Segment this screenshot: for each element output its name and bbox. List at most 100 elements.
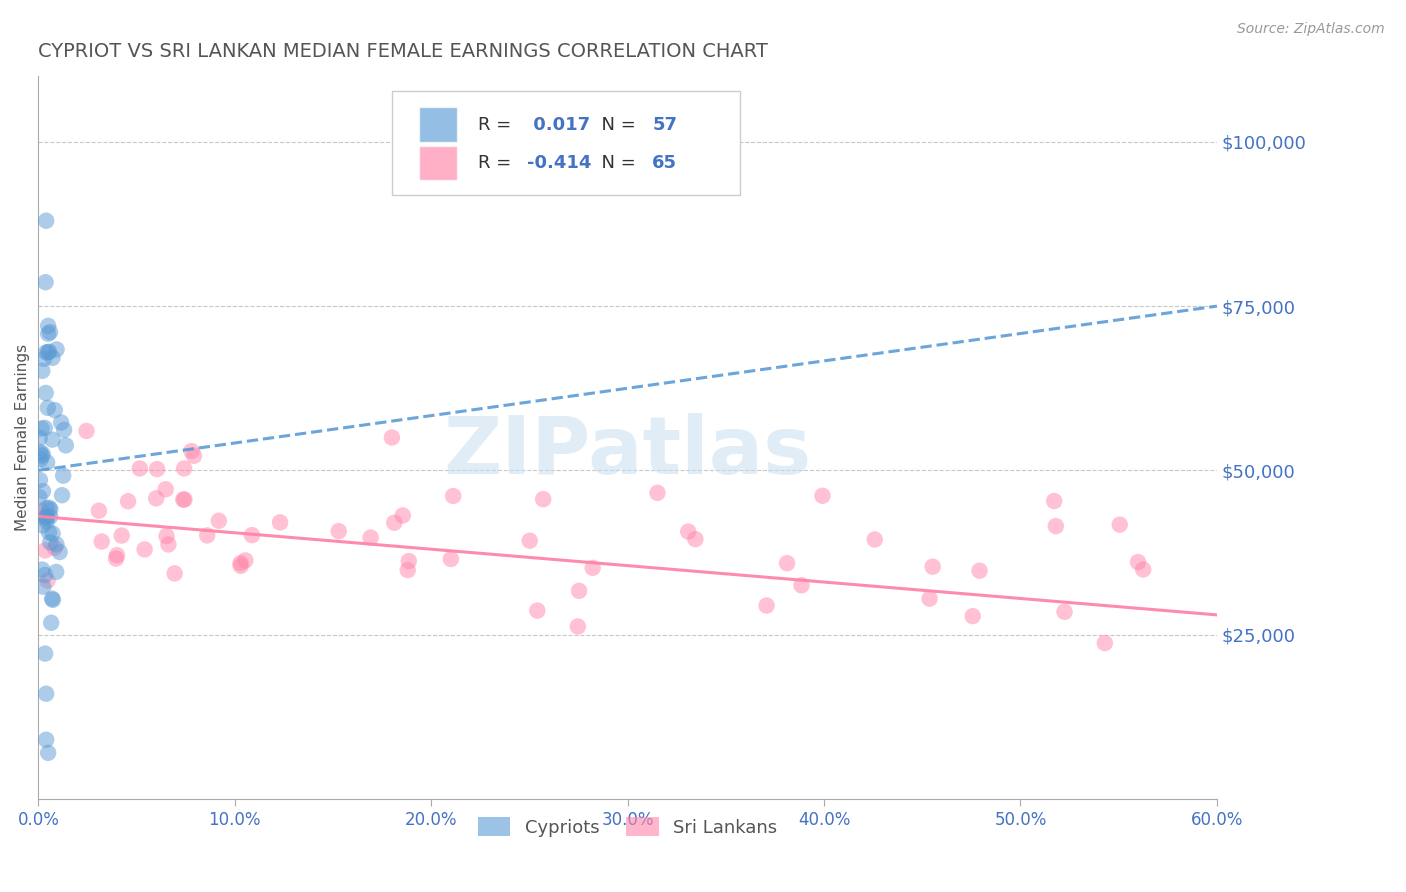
- Point: [360, 531, 382, 545]
- Point: [391, 508, 413, 523]
- Point: [685, 532, 707, 546]
- Point: [48, 545, 70, 559]
- Point: [45, 343, 67, 357]
- Point: [440, 552, 463, 566]
- Point: [44, 403, 66, 417]
- Point: [145, 491, 167, 506]
- Point: [52, 468, 75, 483]
- Point: [35, 732, 58, 747]
- Point: [35, 386, 58, 401]
- Text: Source: ZipAtlas.com: Source: ZipAtlas.com: [1237, 22, 1385, 37]
- Point: [163, 566, 186, 581]
- Point: [37, 318, 59, 333]
- Point: [1132, 562, 1154, 576]
- Point: [39, 325, 62, 339]
- Point: [34, 275, 56, 289]
- Point: [35, 687, 58, 701]
- Point: [45, 565, 67, 579]
- Point: [382, 516, 405, 530]
- Point: [776, 556, 799, 570]
- Point: [235, 553, 257, 567]
- Point: [969, 564, 991, 578]
- Point: [31, 447, 53, 461]
- Point: [35, 510, 58, 524]
- Point: [229, 556, 252, 570]
- Point: [38, 525, 60, 540]
- Text: 0.017: 0.017: [527, 116, 591, 134]
- Text: -0.414: -0.414: [527, 154, 592, 172]
- Point: [1126, 555, 1149, 569]
- Point: [962, 609, 984, 624]
- Text: R =: R =: [478, 116, 517, 134]
- Point: [568, 583, 591, 598]
- Point: [44, 541, 66, 555]
- Point: [582, 561, 605, 575]
- Text: ZIPatlas: ZIPatlas: [443, 413, 811, 491]
- Point: [34, 647, 56, 661]
- Point: [567, 619, 589, 633]
- Bar: [419, 107, 457, 142]
- Point: [42, 592, 65, 607]
- Point: [157, 537, 180, 551]
- Point: [39, 535, 62, 549]
- Point: [531, 492, 554, 507]
- Text: N =: N =: [591, 154, 641, 172]
- Point: [41, 351, 63, 365]
- Point: [918, 591, 941, 606]
- Point: [381, 430, 404, 444]
- Point: [53, 423, 76, 437]
- Point: [31, 518, 53, 533]
- Point: [37, 345, 59, 359]
- Point: [863, 533, 886, 547]
- Point: [37, 574, 59, 588]
- Text: CYPRIOT VS SRI LANKAN MEDIAN FEMALE EARNINGS CORRELATION CHART: CYPRIOT VS SRI LANKAN MEDIAN FEMALE EARN…: [38, 42, 768, 61]
- Point: [28, 490, 51, 504]
- Point: [195, 528, 218, 542]
- Point: [37, 746, 59, 760]
- Point: [240, 528, 263, 542]
- Point: [37, 401, 59, 415]
- Point: [38, 344, 60, 359]
- Point: [39, 509, 62, 524]
- Point: [173, 461, 195, 475]
- Point: [519, 533, 541, 548]
- Point: [1108, 517, 1130, 532]
- Point: [1094, 636, 1116, 650]
- Point: [34, 510, 56, 524]
- Point: [155, 483, 177, 497]
- Point: [28, 431, 51, 445]
- Point: [111, 528, 134, 542]
- Point: [183, 449, 205, 463]
- Legend: Cypriots, Sri Lankans: Cypriots, Sri Lankans: [471, 810, 785, 844]
- Point: [45, 537, 67, 551]
- Point: [1043, 494, 1066, 508]
- Point: [173, 492, 195, 507]
- Point: [51, 488, 73, 502]
- Point: [441, 489, 464, 503]
- Point: [28, 445, 51, 459]
- Point: [35, 345, 58, 359]
- Point: [676, 524, 699, 539]
- Point: [39, 502, 62, 516]
- Point: [1053, 605, 1076, 619]
- Point: [55, 438, 77, 452]
- Point: [35, 509, 58, 524]
- Point: [31, 563, 53, 577]
- Point: [34, 421, 56, 435]
- Point: [1045, 519, 1067, 533]
- Point: [28, 473, 51, 487]
- Point: [32, 580, 55, 594]
- Text: N =: N =: [591, 116, 641, 134]
- Point: [41, 433, 63, 447]
- Point: [34, 543, 56, 558]
- Point: [755, 599, 778, 613]
- Point: [790, 578, 813, 592]
- Point: [30, 452, 52, 467]
- Point: [146, 462, 169, 476]
- Point: [396, 563, 419, 577]
- Point: [41, 591, 63, 606]
- Point: [34, 568, 56, 582]
- Point: [172, 492, 194, 507]
- Point: [32, 351, 55, 366]
- Point: [35, 501, 58, 516]
